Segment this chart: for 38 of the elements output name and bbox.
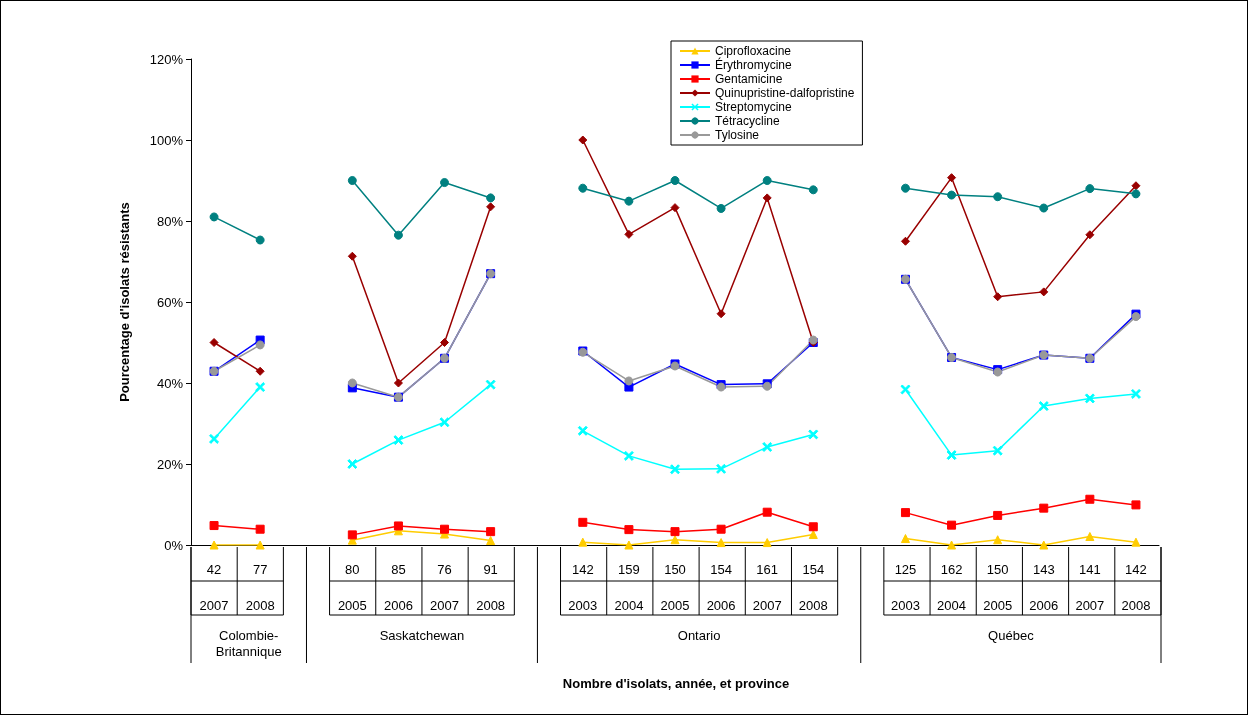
category-label: 162 2004 <box>937 561 967 613</box>
y-tick-label: 20% <box>156 456 184 472</box>
category-label: 142 2008 <box>1121 561 1151 613</box>
category-label: 76 2007 <box>430 561 459 613</box>
text: Nombre d'isolats, année, et province <box>562 676 790 691</box>
category-label: 143 2006 <box>1029 561 1059 613</box>
y-tick-label: 120% <box>149 51 184 67</box>
text: Colombie- Britannique <box>215 627 282 659</box>
y-axis-title: Pourcentage d'isolats résistants <box>117 202 132 402</box>
legend-label: Streptomycine <box>715 100 793 114</box>
category-label: 159 2004 <box>614 561 644 613</box>
legend-label: Quinupristine-dalfopristine <box>715 86 855 100</box>
y-tick-label: 60% <box>156 294 184 310</box>
category-label: 150 2005 <box>983 561 1013 613</box>
category-label: 161 2007 <box>752 561 782 613</box>
category-label: 80 2005 <box>337 561 367 613</box>
legend-label: Ciprofloxacine <box>715 44 792 58</box>
legend-label: Tylosine <box>715 128 760 142</box>
y-tick-label: 100% <box>149 132 184 148</box>
category-label: 42 2007 <box>199 561 229 613</box>
category-label: 154 2006 <box>706 561 736 613</box>
text: Saskatchewan <box>379 627 465 643</box>
category-label: 125 2003 <box>891 561 920 613</box>
text: Ontario <box>677 627 721 643</box>
legend-label: Tétracycline <box>715 114 781 128</box>
category-label: 150 2005 <box>660 561 690 613</box>
text: Québec <box>988 627 1035 643</box>
y-tick-label: 0% <box>164 537 184 553</box>
category-label: 141 2007 <box>1075 561 1105 613</box>
legend-label: Érythromycine <box>715 57 793 72</box>
category-label: 91 2008 <box>476 561 506 613</box>
legend-label: Gentamicine <box>715 72 783 86</box>
category-label: 85 2006 <box>383 561 413 613</box>
category-label: 77 2008 <box>245 561 275 613</box>
y-tick-label: 80% <box>156 213 184 229</box>
category-label: 154 2008 <box>798 561 828 613</box>
category-label: 142 2003 <box>568 561 598 613</box>
y-tick-label: 40% <box>156 375 184 391</box>
